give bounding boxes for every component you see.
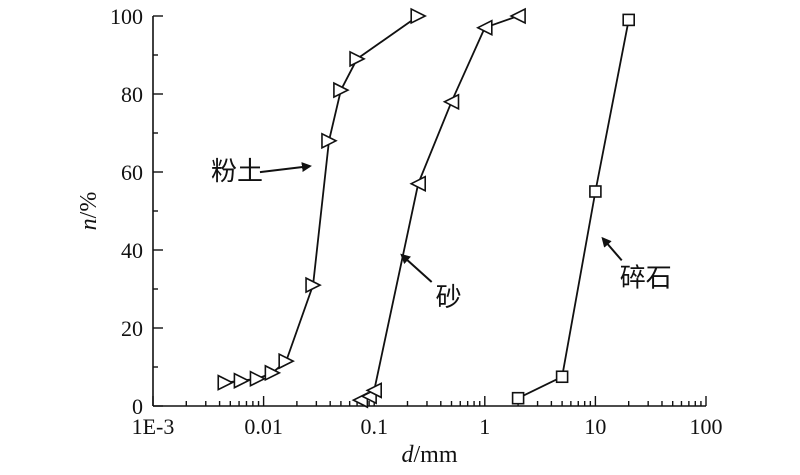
data-point-triangle-right [278, 352, 295, 370]
x-axis-label-var: d [401, 442, 414, 468]
x-tick-label: 0.01 [244, 414, 283, 439]
data-point-square [555, 370, 569, 384]
data-point-triangle-right [321, 132, 338, 150]
x-tick-label: 100 [690, 414, 723, 439]
annotation-label: 粉土 [211, 157, 263, 187]
series-line [360, 15, 519, 401]
data-point-square [622, 13, 635, 27]
y-tick-label: 20 [121, 316, 143, 341]
x-tick-label: 1E-3 [132, 414, 175, 439]
annotation-arrow [400, 253, 433, 283]
data-point-triangle-right [264, 364, 282, 382]
x-tick-label: 0.1 [360, 414, 388, 439]
data-point-triangle-right [305, 276, 322, 294]
y-axis-ticks: 0 20 40 60 80 100 [110, 4, 163, 419]
x-tick-label: 10 [584, 414, 606, 439]
series-line [517, 19, 630, 400]
data-point-square [589, 185, 602, 198]
annotation-arrow [601, 236, 623, 262]
x-axis-label: d/mm [401, 442, 457, 468]
y-tick-label: 0 [132, 394, 143, 419]
data-point-triangle-left [476, 19, 493, 36]
series-line [225, 15, 419, 384]
y-axis-label-unit: /% [76, 192, 102, 219]
data-point-triangle-right [249, 370, 267, 387]
data-point-square [511, 391, 525, 405]
data-point-triangle-left [442, 93, 460, 111]
series-2 [511, 13, 635, 405]
data-point-triangle-left [365, 382, 383, 399]
series-group [217, 7, 635, 409]
y-tick-label: 80 [121, 82, 143, 107]
annotation-label: 碎石 [620, 263, 672, 293]
y-axis-label: n/% [76, 192, 102, 231]
y-tick-label: 100 [110, 4, 143, 29]
x-tick-label: 1 [479, 414, 490, 439]
data-point-triangle-right [233, 372, 251, 389]
y-tick-label: 60 [121, 160, 143, 185]
data-point-triangle-right [410, 7, 428, 25]
annotation-label: 砂 [436, 283, 462, 313]
y-tick-label: 40 [121, 238, 143, 263]
data-point-triangle-left [409, 175, 427, 192]
data-point-triangle-right [349, 50, 366, 68]
data-point-triangle-left [509, 7, 526, 25]
series-1 [351, 7, 526, 409]
axes [152, 16, 706, 407]
data-point-triangle-right [217, 374, 235, 391]
x-axis-ticks: 1E-3 0.01 0.1 1 10 100 [132, 396, 723, 439]
annotation-arrow [259, 162, 312, 174]
series-0 [217, 7, 428, 391]
data-point-triangle-right [333, 81, 350, 99]
y-axis-label-var: n [76, 218, 102, 230]
x-axis-label-unit: /mm [413, 442, 457, 468]
annotations: 粉土砂 碎石 [211, 157, 672, 313]
